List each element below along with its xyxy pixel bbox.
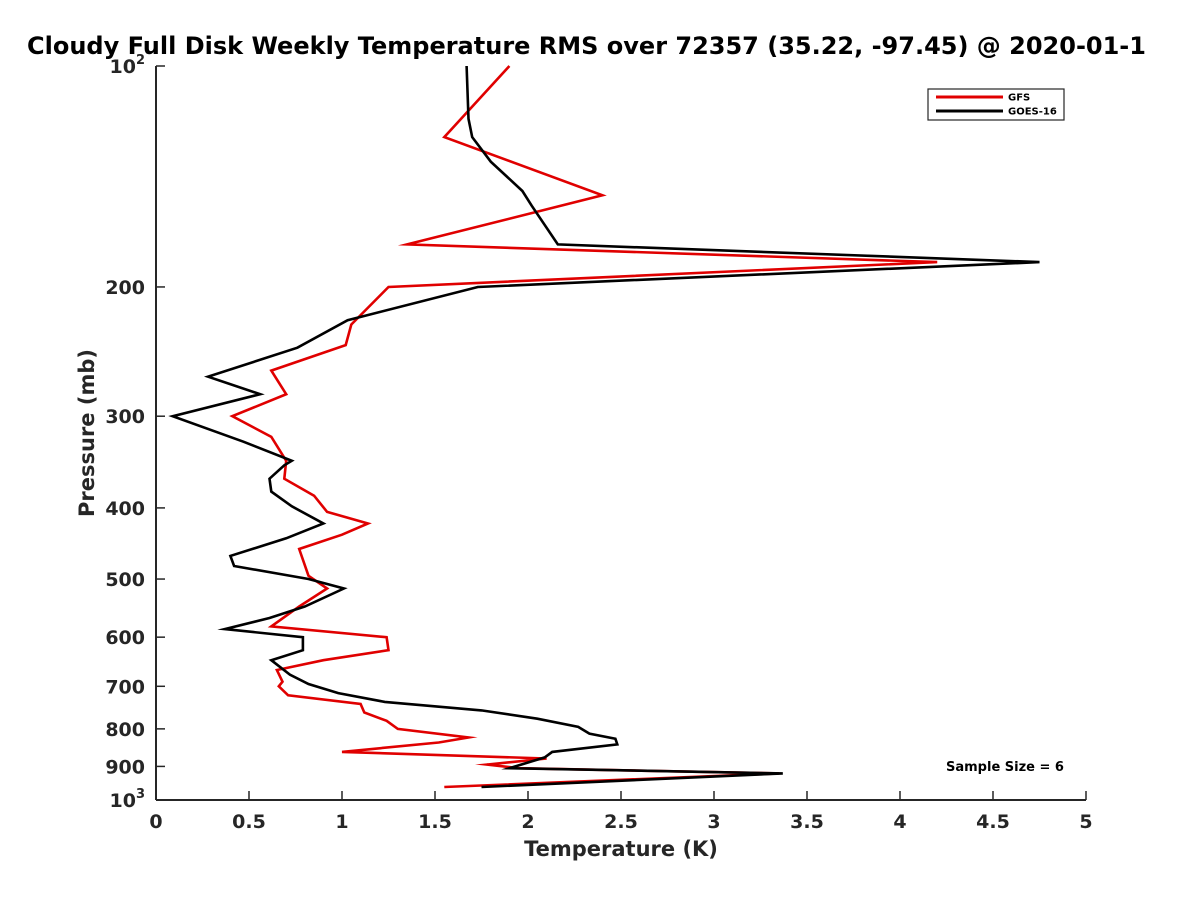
x-tick-label: 4.5	[976, 811, 1010, 833]
x-tick-label: 0	[149, 811, 162, 833]
y-tick-label: 900	[105, 756, 145, 778]
x-tick-label: 2	[521, 811, 534, 833]
y-tick-exponent: 2	[136, 53, 145, 68]
x-tick-label: 4	[893, 811, 906, 833]
x-tick-label: 5	[1079, 811, 1092, 833]
y-tick-label: 200	[105, 277, 145, 299]
x-tick-label: 1.5	[418, 811, 452, 833]
y-tick-label: 600	[105, 627, 145, 649]
y-tick-label: 700	[105, 676, 145, 698]
plot-area: 0 0.5 1 1.5 2 2.5 3 3.5 4 4.5 5 102200300400500600…	[105, 53, 1092, 833]
x-tick-label: 0.5	[232, 811, 266, 833]
y-tick-label: 800	[105, 719, 145, 741]
series-layer	[168, 65, 1040, 789]
chart-title: Cloudy Full Disk Weekly Temperature RMS …	[27, 32, 1146, 60]
series-line-goes16	[168, 65, 1040, 789]
y-axis-label: Pressure (mb)	[75, 349, 99, 517]
x-ticks: 0 0.5 1 1.5 2 2.5 3 3.5 4 4.5 5	[149, 791, 1093, 833]
y-tick-label: 300	[105, 406, 145, 428]
y-tick-label: 102	[110, 53, 146, 78]
y-tick-base: 10	[110, 56, 136, 78]
legend-label-goes16: GOES-16	[1008, 107, 1057, 118]
x-tick-label: 1	[335, 811, 348, 833]
legend-box	[927, 88, 1065, 121]
y-tick-base: 10	[110, 790, 136, 812]
y-tick-label: 400	[105, 498, 145, 520]
sample-size-annotation: Sample Size = 6	[946, 760, 1064, 775]
y-tick-exponent: 3	[136, 787, 145, 802]
legend: GFS GOES-16	[927, 88, 1065, 121]
x-tick-label: 3.5	[790, 811, 824, 833]
x-tick-label: 2.5	[604, 811, 638, 833]
series-line-gfs	[229, 65, 938, 789]
y-tick-label: 500	[105, 569, 145, 591]
y-tick-label: 103	[110, 787, 146, 812]
x-tick-label: 3	[707, 811, 720, 833]
legend-label-gfs: GFS	[1008, 93, 1030, 104]
x-axis-label: Temperature (K)	[524, 837, 718, 861]
